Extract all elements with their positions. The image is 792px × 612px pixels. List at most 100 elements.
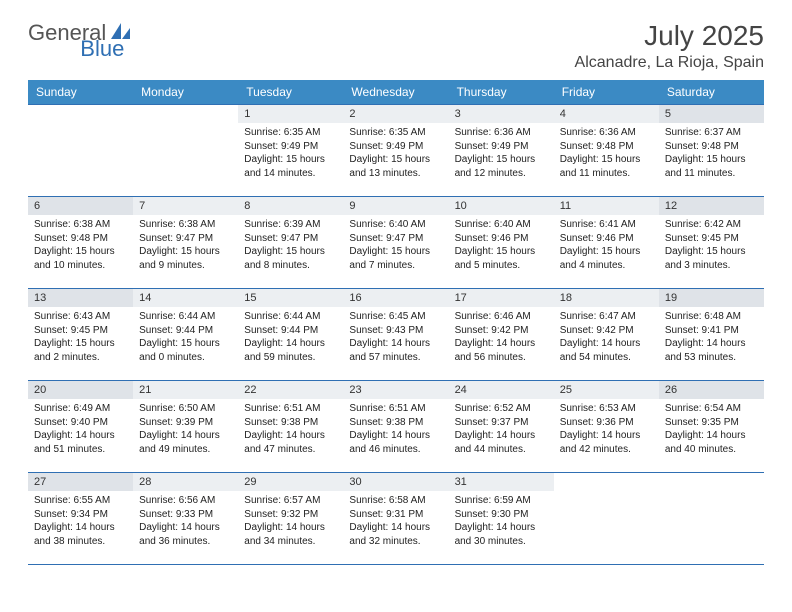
daylight-text: Daylight: 14 hours and 57 minutes. bbox=[349, 337, 442, 364]
sunrise-text: Sunrise: 6:49 AM bbox=[34, 402, 127, 416]
sunrise-text: Sunrise: 6:47 AM bbox=[560, 310, 653, 324]
sunrise-text: Sunrise: 6:53 AM bbox=[560, 402, 653, 416]
daylight-text: Daylight: 14 hours and 56 minutes. bbox=[455, 337, 548, 364]
day-info: Sunrise: 6:36 AMSunset: 9:48 PMDaylight:… bbox=[554, 123, 659, 184]
day-info: Sunrise: 6:55 AMSunset: 9:34 PMDaylight:… bbox=[28, 491, 133, 552]
daylight-text: Daylight: 14 hours and 38 minutes. bbox=[34, 521, 127, 548]
day-info: Sunrise: 6:46 AMSunset: 9:42 PMDaylight:… bbox=[449, 307, 554, 368]
weekday-header: Monday bbox=[133, 80, 238, 105]
day-number: 12 bbox=[659, 197, 764, 215]
weekday-header: Saturday bbox=[659, 80, 764, 105]
calendar-week-row: 1Sunrise: 6:35 AMSunset: 9:49 PMDaylight… bbox=[28, 105, 764, 197]
day-info: Sunrise: 6:38 AMSunset: 9:47 PMDaylight:… bbox=[133, 215, 238, 276]
calendar-day-cell: 30Sunrise: 6:58 AMSunset: 9:31 PMDayligh… bbox=[343, 473, 448, 565]
calendar-day-cell: 10Sunrise: 6:40 AMSunset: 9:46 PMDayligh… bbox=[449, 197, 554, 289]
day-info: Sunrise: 6:51 AMSunset: 9:38 PMDaylight:… bbox=[238, 399, 343, 460]
sunset-text: Sunset: 9:36 PM bbox=[560, 416, 653, 430]
day-info: Sunrise: 6:51 AMSunset: 9:38 PMDaylight:… bbox=[343, 399, 448, 460]
sunset-text: Sunset: 9:33 PM bbox=[139, 508, 232, 522]
calendar-day-cell: 6Sunrise: 6:38 AMSunset: 9:48 PMDaylight… bbox=[28, 197, 133, 289]
day-info: Sunrise: 6:44 AMSunset: 9:44 PMDaylight:… bbox=[133, 307, 238, 368]
daylight-text: Daylight: 14 hours and 59 minutes. bbox=[244, 337, 337, 364]
sunrise-text: Sunrise: 6:36 AM bbox=[560, 126, 653, 140]
calendar-day-cell: 20Sunrise: 6:49 AMSunset: 9:40 PMDayligh… bbox=[28, 381, 133, 473]
sunset-text: Sunset: 9:48 PM bbox=[665, 140, 758, 154]
day-info: Sunrise: 6:41 AMSunset: 9:46 PMDaylight:… bbox=[554, 215, 659, 276]
day-info: Sunrise: 6:36 AMSunset: 9:49 PMDaylight:… bbox=[449, 123, 554, 184]
daylight-text: Daylight: 15 hours and 10 minutes. bbox=[34, 245, 127, 272]
header: General Blue July 2025 Alcanadre, La Rio… bbox=[28, 20, 764, 72]
sunrise-text: Sunrise: 6:48 AM bbox=[665, 310, 758, 324]
day-info: Sunrise: 6:45 AMSunset: 9:43 PMDaylight:… bbox=[343, 307, 448, 368]
sunset-text: Sunset: 9:48 PM bbox=[560, 140, 653, 154]
sunrise-text: Sunrise: 6:44 AM bbox=[139, 310, 232, 324]
day-info: Sunrise: 6:47 AMSunset: 9:42 PMDaylight:… bbox=[554, 307, 659, 368]
calendar-day-cell: 28Sunrise: 6:56 AMSunset: 9:33 PMDayligh… bbox=[133, 473, 238, 565]
sunset-text: Sunset: 9:32 PM bbox=[244, 508, 337, 522]
calendar-day-cell: 14Sunrise: 6:44 AMSunset: 9:44 PMDayligh… bbox=[133, 289, 238, 381]
day-number: 1 bbox=[238, 105, 343, 123]
sunset-text: Sunset: 9:49 PM bbox=[455, 140, 548, 154]
sunrise-text: Sunrise: 6:40 AM bbox=[455, 218, 548, 232]
calendar-day-cell: 1Sunrise: 6:35 AMSunset: 9:49 PMDaylight… bbox=[238, 105, 343, 197]
sunrise-text: Sunrise: 6:38 AM bbox=[139, 218, 232, 232]
calendar-empty-cell bbox=[28, 105, 133, 197]
daylight-text: Daylight: 15 hours and 7 minutes. bbox=[349, 245, 442, 272]
day-number: 29 bbox=[238, 473, 343, 491]
daylight-text: Daylight: 14 hours and 34 minutes. bbox=[244, 521, 337, 548]
day-number: 14 bbox=[133, 289, 238, 307]
day-number: 22 bbox=[238, 381, 343, 399]
calendar-empty-cell bbox=[554, 473, 659, 565]
day-info: Sunrise: 6:56 AMSunset: 9:33 PMDaylight:… bbox=[133, 491, 238, 552]
calendar-empty-cell bbox=[133, 105, 238, 197]
weekday-header: Sunday bbox=[28, 80, 133, 105]
sunset-text: Sunset: 9:42 PM bbox=[455, 324, 548, 338]
daylight-text: Daylight: 15 hours and 11 minutes. bbox=[560, 153, 653, 180]
calendar-day-cell: 17Sunrise: 6:46 AMSunset: 9:42 PMDayligh… bbox=[449, 289, 554, 381]
daylight-text: Daylight: 14 hours and 36 minutes. bbox=[139, 521, 232, 548]
calendar-day-cell: 26Sunrise: 6:54 AMSunset: 9:35 PMDayligh… bbox=[659, 381, 764, 473]
sunset-text: Sunset: 9:45 PM bbox=[665, 232, 758, 246]
calendar-week-row: 27Sunrise: 6:55 AMSunset: 9:34 PMDayligh… bbox=[28, 473, 764, 565]
sunset-text: Sunset: 9:30 PM bbox=[455, 508, 548, 522]
calendar-day-cell: 12Sunrise: 6:42 AMSunset: 9:45 PMDayligh… bbox=[659, 197, 764, 289]
logo: General Blue bbox=[28, 20, 180, 46]
day-number: 6 bbox=[28, 197, 133, 215]
title-block: July 2025 Alcanadre, La Rioja, Spain bbox=[575, 20, 764, 72]
day-info: Sunrise: 6:58 AMSunset: 9:31 PMDaylight:… bbox=[343, 491, 448, 552]
daylight-text: Daylight: 14 hours and 44 minutes. bbox=[455, 429, 548, 456]
daylight-text: Daylight: 14 hours and 47 minutes. bbox=[244, 429, 337, 456]
day-number: 20 bbox=[28, 381, 133, 399]
day-number: 3 bbox=[449, 105, 554, 123]
daylight-text: Daylight: 14 hours and 30 minutes. bbox=[455, 521, 548, 548]
day-info: Sunrise: 6:44 AMSunset: 9:44 PMDaylight:… bbox=[238, 307, 343, 368]
day-number: 11 bbox=[554, 197, 659, 215]
day-number: 5 bbox=[659, 105, 764, 123]
sunset-text: Sunset: 9:47 PM bbox=[244, 232, 337, 246]
day-number: 10 bbox=[449, 197, 554, 215]
calendar-table: SundayMondayTuesdayWednesdayThursdayFrid… bbox=[28, 80, 764, 565]
sunset-text: Sunset: 9:34 PM bbox=[34, 508, 127, 522]
day-number: 28 bbox=[133, 473, 238, 491]
daylight-text: Daylight: 14 hours and 54 minutes. bbox=[560, 337, 653, 364]
sunrise-text: Sunrise: 6:59 AM bbox=[455, 494, 548, 508]
calendar-day-cell: 8Sunrise: 6:39 AMSunset: 9:47 PMDaylight… bbox=[238, 197, 343, 289]
day-info: Sunrise: 6:40 AMSunset: 9:47 PMDaylight:… bbox=[343, 215, 448, 276]
calendar-day-cell: 15Sunrise: 6:44 AMSunset: 9:44 PMDayligh… bbox=[238, 289, 343, 381]
sunset-text: Sunset: 9:46 PM bbox=[560, 232, 653, 246]
weekday-header: Thursday bbox=[449, 80, 554, 105]
sunrise-text: Sunrise: 6:51 AM bbox=[349, 402, 442, 416]
day-number: 8 bbox=[238, 197, 343, 215]
day-number: 7 bbox=[133, 197, 238, 215]
day-number: 26 bbox=[659, 381, 764, 399]
day-info: Sunrise: 6:39 AMSunset: 9:47 PMDaylight:… bbox=[238, 215, 343, 276]
day-info: Sunrise: 6:53 AMSunset: 9:36 PMDaylight:… bbox=[554, 399, 659, 460]
sunrise-text: Sunrise: 6:58 AM bbox=[349, 494, 442, 508]
daylight-text: Daylight: 15 hours and 11 minutes. bbox=[665, 153, 758, 180]
daylight-text: Daylight: 14 hours and 40 minutes. bbox=[665, 429, 758, 456]
sunset-text: Sunset: 9:39 PM bbox=[139, 416, 232, 430]
calendar-day-cell: 31Sunrise: 6:59 AMSunset: 9:30 PMDayligh… bbox=[449, 473, 554, 565]
daylight-text: Daylight: 15 hours and 9 minutes. bbox=[139, 245, 232, 272]
weekday-header: Wednesday bbox=[343, 80, 448, 105]
day-info: Sunrise: 6:40 AMSunset: 9:46 PMDaylight:… bbox=[449, 215, 554, 276]
